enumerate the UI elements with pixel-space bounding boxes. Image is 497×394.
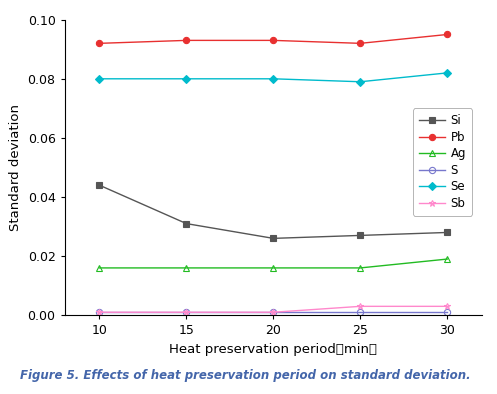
Se	[270, 76, 276, 81]
Si	[444, 230, 450, 235]
Pb	[444, 32, 450, 37]
Ag	[444, 257, 450, 262]
Line: S: S	[96, 309, 450, 315]
Line: Pb: Pb	[96, 32, 450, 46]
Si	[96, 183, 102, 188]
Line: Ag: Ag	[96, 256, 450, 271]
Sb	[270, 310, 276, 314]
S	[444, 310, 450, 314]
Pb	[96, 41, 102, 46]
S	[96, 310, 102, 314]
Si	[357, 233, 363, 238]
Ag	[183, 266, 189, 270]
Pb	[270, 38, 276, 43]
Sb	[183, 310, 189, 314]
Pb	[183, 38, 189, 43]
Line: Sb: Sb	[96, 303, 450, 315]
Se	[183, 76, 189, 81]
Sb	[96, 310, 102, 314]
X-axis label: Heat preservation period（min）: Heat preservation period（min）	[169, 343, 377, 356]
Legend: Si, Pb, Ag, S, Se, Sb: Si, Pb, Ag, S, Se, Sb	[413, 108, 472, 216]
Sb	[444, 304, 450, 309]
Line: Se: Se	[96, 70, 450, 85]
Ag	[270, 266, 276, 270]
Si	[270, 236, 276, 241]
Pb	[357, 41, 363, 46]
Se	[444, 71, 450, 75]
Ag	[96, 266, 102, 270]
S	[357, 310, 363, 314]
S	[183, 310, 189, 314]
Se	[357, 80, 363, 84]
Ag	[357, 266, 363, 270]
S	[270, 310, 276, 314]
Y-axis label: Standard deviation: Standard deviation	[9, 104, 22, 231]
Sb	[357, 304, 363, 309]
Line: Si: Si	[96, 182, 450, 242]
Text: Figure 5. Effects of heat preservation period on standard deviation.: Figure 5. Effects of heat preservation p…	[20, 369, 471, 382]
Se	[96, 76, 102, 81]
Si	[183, 221, 189, 226]
